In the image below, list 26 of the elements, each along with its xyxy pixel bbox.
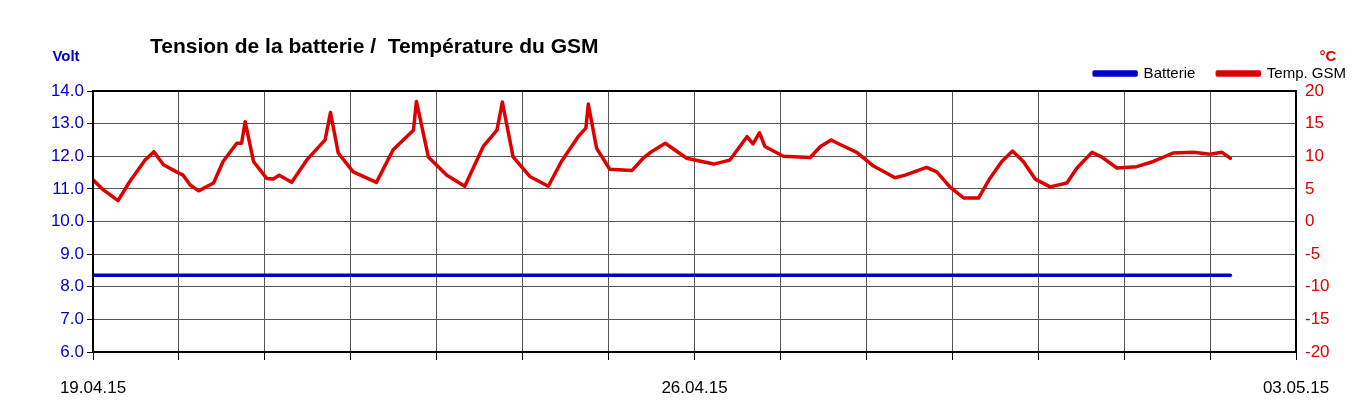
y-tick-label: 14.0 xyxy=(50,80,84,100)
y-tick-label: 9.0 xyxy=(60,243,84,263)
legend-label: Temp. GSM xyxy=(1266,63,1347,81)
y-tick-label: 6.0 xyxy=(60,341,84,361)
y2-tick-label: -5 xyxy=(1305,243,1321,263)
y-tick-label: 13.0 xyxy=(50,113,84,133)
y2-axis-title: °C xyxy=(1319,47,1337,64)
x-tick-label: 26.04.15 xyxy=(661,377,728,397)
y2-tick-label: 20 xyxy=(1305,80,1324,100)
y2-tick-label: 5 xyxy=(1305,178,1315,198)
y-tick-label: 11.0 xyxy=(52,178,84,198)
chart-title: Tension de la batterie / Température du GSM xyxy=(150,34,599,57)
y-tick-label: 8.0 xyxy=(60,276,84,296)
x-tick-label: 19.04.15 xyxy=(59,377,127,397)
y2-tick-label: -20 xyxy=(1305,341,1330,361)
y2-tick-label: 15 xyxy=(1305,113,1324,133)
y-tick-label: 7.0 xyxy=(60,309,84,329)
legend-label: Batterie xyxy=(1143,63,1196,81)
x-tick-label: 03.05.15 xyxy=(1262,377,1330,397)
y2-tick-label: 0 xyxy=(1305,211,1315,231)
y-tick-label: 12.0 xyxy=(50,145,84,165)
y2-tick-label: -10 xyxy=(1305,276,1330,296)
y-tick-label: 10.0 xyxy=(50,211,84,231)
y2-tick-label: -15 xyxy=(1305,309,1330,329)
y-axis-title: Volt xyxy=(52,47,80,64)
y2-tick-label: 10 xyxy=(1305,145,1324,165)
